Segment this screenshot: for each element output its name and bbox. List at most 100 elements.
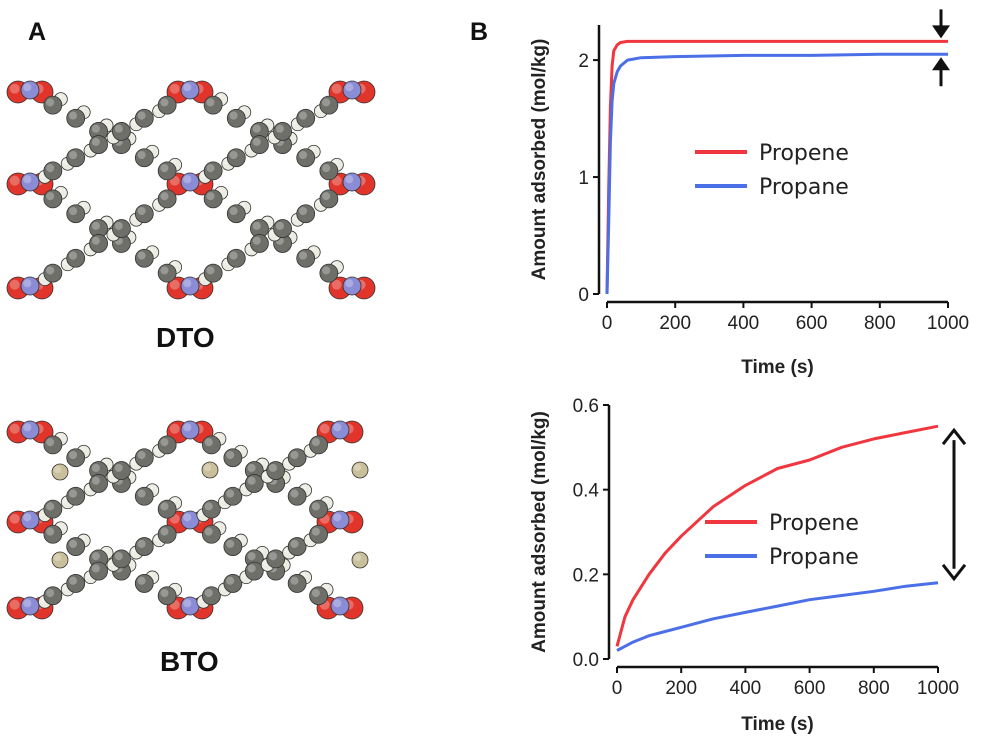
arrow-up-icon [932, 57, 950, 71]
carbon-atom [223, 574, 243, 593]
chart-1: 0 200 400 600 800 1000 0 1 2 Time (s) Amount adsor… [529, 9, 969, 378]
boron-atom [51, 463, 69, 481]
carbon-atom [134, 108, 154, 128]
y-tick-label: 0.2 [573, 565, 599, 586]
carbon-atom [89, 135, 108, 154]
carbon-atom [203, 95, 223, 115]
carbon-atom [134, 248, 154, 268]
carbon-atom [66, 537, 86, 556]
y-tick-label: 0.0 [573, 650, 599, 671]
carbon-atom [157, 499, 177, 519]
carbon-atom [66, 574, 86, 593]
nitrogen-atom [180, 172, 200, 192]
x-tick-label: 800 [864, 313, 896, 334]
nitrogen-atom [20, 510, 40, 530]
carbon-atom [157, 586, 177, 606]
boron-atom [201, 461, 219, 479]
nitrogen-atom [20, 172, 40, 192]
carbon-atom [223, 486, 243, 506]
carbon-atom [43, 524, 63, 544]
boron-atom [51, 551, 69, 569]
carbon-atom [112, 461, 131, 480]
carbon-atom [273, 122, 292, 141]
x-tick-label: 200 [659, 313, 691, 334]
legend-label: Propene [769, 511, 859, 536]
carbon-atom [319, 189, 339, 209]
carbon-atom [157, 161, 177, 181]
carbon-atom [319, 263, 339, 283]
carbon-atom [66, 148, 86, 168]
bto-structure [6, 420, 369, 620]
carbon-atom [273, 219, 292, 238]
double-arrow-up-icon [941, 427, 967, 446]
carbon-atom [157, 95, 177, 115]
carbon-atom [43, 435, 63, 455]
chart-2: 0 200 400 600 800 1000 0.0 0.2 0.4 0.6 Time (s) Amo… [529, 396, 967, 735]
carbon-atom [309, 524, 328, 544]
x-tick-label: 400 [728, 313, 760, 334]
carbon-atom [309, 499, 328, 519]
structure-dto-label: DTO [156, 322, 215, 353]
x-axis-label: Time (s) [741, 357, 814, 378]
carbon-atom [43, 95, 63, 115]
carbon-atom [112, 549, 131, 569]
nitrogen-atom [20, 420, 40, 440]
structure-bto-label: BTO [160, 646, 219, 677]
x-tick-label: 1000 [927, 313, 969, 334]
x-tick-label: 800 [858, 678, 890, 699]
carbon-atom [296, 248, 316, 268]
nitrogen-atom [20, 80, 40, 100]
carbon-atom [203, 263, 223, 283]
x-tick-label: 400 [730, 678, 762, 699]
nitrogen-atom [20, 596, 40, 616]
carbon-atom [66, 486, 86, 506]
nitrogen-atom [20, 276, 40, 296]
nitrogen-atom [342, 276, 362, 296]
dto-structure [6, 80, 376, 300]
y-tick-label: 2 [578, 51, 589, 72]
carbon-atom [287, 574, 307, 593]
carbon-atom [202, 586, 221, 606]
carbon-atom [244, 561, 264, 581]
boron-atom [351, 551, 369, 569]
carbon-atom [202, 499, 221, 519]
y-tick-label: 0 [578, 285, 589, 306]
carbon-atom [203, 189, 223, 209]
carbon-atom [89, 234, 108, 253]
x-tick-label: 0 [612, 678, 623, 699]
carbon-atom [287, 537, 307, 556]
carbon-atom [309, 435, 328, 455]
carbon-atom [134, 448, 154, 468]
carbon-atom [266, 461, 286, 480]
series-line-propene [615, 424, 939, 647]
nitrogen-atom [180, 420, 200, 440]
carbon-atom [66, 204, 86, 224]
y-tick-label: 0.6 [573, 396, 599, 417]
boron-atom [351, 461, 369, 479]
x-tick-label: 600 [796, 313, 828, 334]
carbon-atom [319, 161, 339, 181]
carbon-atom [134, 148, 154, 168]
legend-label: Propene [759, 141, 849, 166]
legend-label: Propane [759, 175, 849, 200]
carbon-atom [66, 448, 86, 468]
carbon-atom [66, 248, 86, 268]
arrow-down-icon [932, 25, 950, 39]
carbon-atom [157, 435, 177, 455]
carbon-atom [134, 486, 154, 506]
carbon-atom [266, 549, 286, 569]
x-tick-label: 600 [794, 678, 826, 699]
carbon-atom [203, 161, 223, 181]
carbon-atom [157, 189, 177, 209]
carbon-atom [287, 448, 307, 468]
carbon-atom [202, 524, 221, 544]
nitrogen-atom [180, 276, 200, 296]
y-axis-label: Amount adsorbed (mol/kg) [529, 411, 550, 653]
y-tick-label: 0.4 [573, 481, 600, 502]
carbon-atom [112, 122, 131, 141]
carbon-atom [157, 263, 177, 283]
carbon-atom [226, 108, 246, 128]
nitrogen-atom [180, 80, 200, 100]
